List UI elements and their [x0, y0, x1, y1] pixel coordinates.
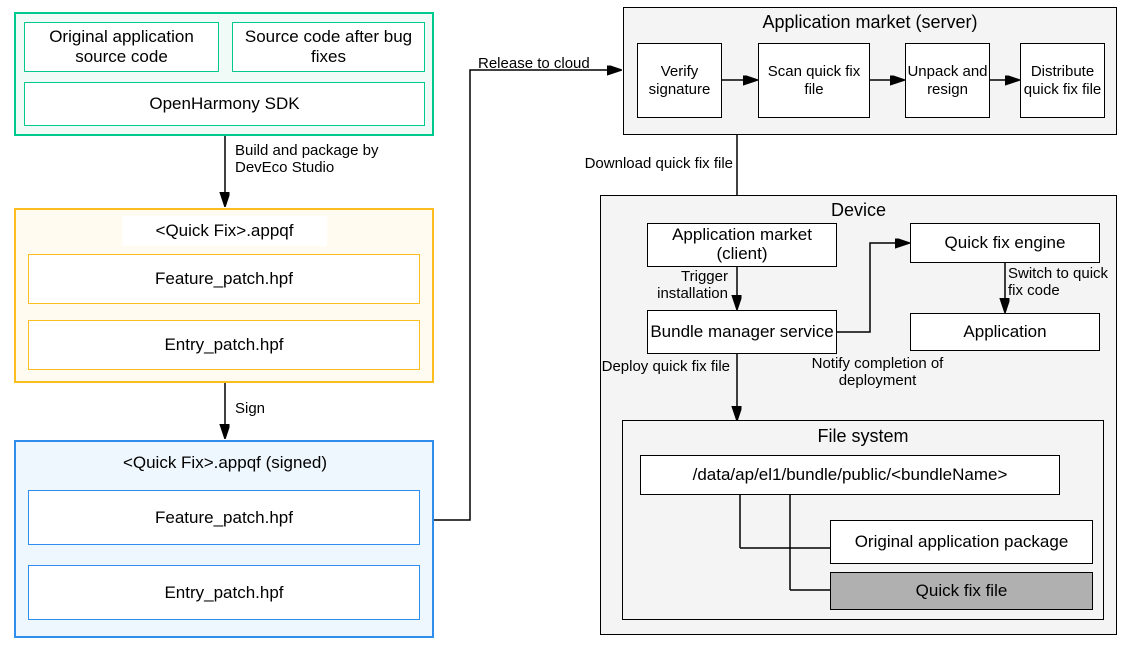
- box-original-source: Original application source code: [24, 22, 219, 72]
- lbl-release: Release to cloud: [478, 55, 618, 72]
- lbl-signed-title: <Quick Fix>.appqf (signed): [123, 453, 327, 473]
- box-feature-hpf: Feature_patch.hpf: [28, 254, 420, 304]
- box-path: /data/ap/el1/bundle/public/<bundleName>: [640, 455, 1060, 495]
- box-engine: Quick fix engine: [910, 223, 1100, 263]
- box-verify: Verify signature: [637, 43, 722, 118]
- box-client: Application market (client): [647, 223, 837, 267]
- lbl-fs-title: File system: [622, 426, 1104, 447]
- lbl-original-source: Original application source code: [25, 27, 218, 67]
- lbl-notify: Notify completion of deployment: [790, 355, 965, 390]
- box-original-pkg: Original application package: [830, 520, 1093, 564]
- lbl-after-fixes: Source code after bug fixes: [233, 27, 424, 67]
- lbl-switch: Switch to quick fix code: [1008, 265, 1118, 300]
- lbl-trigger: Trigger installation: [618, 268, 728, 303]
- lbl-server-title: Application market (server): [623, 12, 1117, 33]
- lbl-entry-hpf: Entry_patch.hpf: [164, 335, 283, 355]
- lbl-sdk: OpenHarmony SDK: [149, 94, 299, 114]
- box-entry-hpf-signed: Entry_patch.hpf: [28, 565, 420, 620]
- lbl-appqf-title: <Quick Fix>.appqf: [156, 221, 294, 241]
- box-appqf-title: <Quick Fix>.appqf: [122, 216, 327, 246]
- box-scan: Scan quick fix file: [758, 43, 870, 118]
- box-feature-hpf-signed: Feature_patch.hpf: [28, 490, 420, 545]
- box-signed-title: <Quick Fix>.appqf (signed): [85, 448, 365, 478]
- box-distribute: Distribute quick fix file: [1020, 43, 1105, 118]
- box-unpack: Unpack and resign: [905, 43, 990, 118]
- lbl-build: Build and package by DevEco Studio: [235, 142, 415, 177]
- box-app: Application: [910, 313, 1100, 351]
- box-after-fixes: Source code after bug fixes: [232, 22, 425, 72]
- box-sdk: OpenHarmony SDK: [24, 82, 425, 126]
- box-quickfix-file: Quick fix file: [830, 572, 1093, 610]
- lbl-device-title: Device: [600, 200, 1117, 221]
- lbl-feature-hpf-signed: Feature_patch.hpf: [155, 508, 293, 528]
- lbl-deploy: Deploy quick fix file: [595, 358, 730, 375]
- lbl-download: Download quick fix file: [555, 155, 733, 172]
- box-entry-hpf: Entry_patch.hpf: [28, 320, 420, 370]
- box-bundle: Bundle manager service: [647, 310, 837, 354]
- lbl-sign: Sign: [235, 400, 315, 417]
- lbl-feature-hpf: Feature_patch.hpf: [155, 269, 293, 289]
- lbl-entry-hpf-signed: Entry_patch.hpf: [164, 583, 283, 603]
